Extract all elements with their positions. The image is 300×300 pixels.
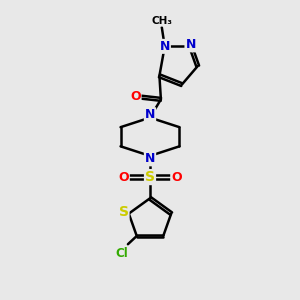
Text: O: O (171, 171, 182, 184)
Text: CH₃: CH₃ (151, 16, 172, 26)
Text: O: O (130, 91, 141, 103)
Text: N: N (145, 108, 155, 121)
Text: Cl: Cl (116, 247, 128, 260)
Text: N: N (145, 152, 155, 165)
Text: N: N (160, 40, 170, 53)
Text: O: O (118, 171, 129, 184)
Text: N: N (185, 38, 196, 51)
Text: S: S (145, 170, 155, 184)
Text: S: S (118, 205, 128, 219)
